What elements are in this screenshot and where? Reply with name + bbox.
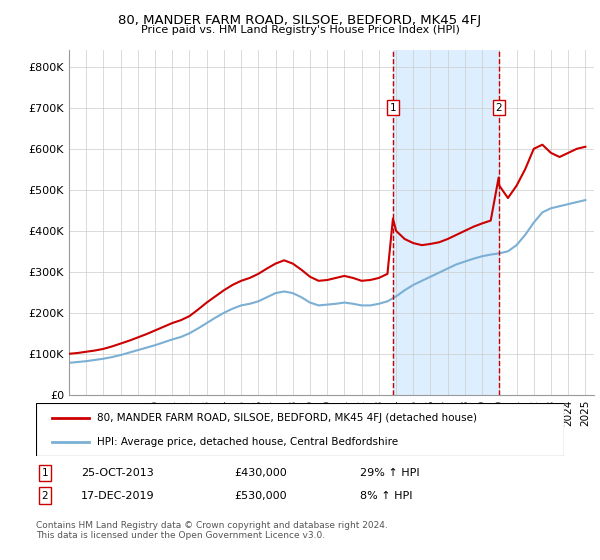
Text: Contains HM Land Registry data © Crown copyright and database right 2024.
This d: Contains HM Land Registry data © Crown c…: [36, 521, 388, 540]
Text: HPI: Average price, detached house, Central Bedfordshire: HPI: Average price, detached house, Cent…: [97, 436, 398, 446]
Text: 25-OCT-2013: 25-OCT-2013: [81, 468, 154, 478]
Text: 2: 2: [41, 491, 49, 501]
FancyBboxPatch shape: [36, 403, 564, 456]
Text: 80, MANDER FARM ROAD, SILSOE, BEDFORD, MK45 4FJ: 80, MANDER FARM ROAD, SILSOE, BEDFORD, M…: [118, 14, 482, 27]
Text: 29% ↑ HPI: 29% ↑ HPI: [360, 468, 419, 478]
Text: Price paid vs. HM Land Registry's House Price Index (HPI): Price paid vs. HM Land Registry's House …: [140, 25, 460, 35]
Text: 1: 1: [389, 103, 396, 113]
Text: £430,000: £430,000: [234, 468, 287, 478]
Text: 17-DEC-2019: 17-DEC-2019: [81, 491, 155, 501]
Text: 80, MANDER FARM ROAD, SILSOE, BEDFORD, MK45 4FJ (detached house): 80, MANDER FARM ROAD, SILSOE, BEDFORD, M…: [97, 413, 477, 423]
Text: 8% ↑ HPI: 8% ↑ HPI: [360, 491, 413, 501]
Text: £530,000: £530,000: [234, 491, 287, 501]
Text: 2: 2: [496, 103, 502, 113]
Bar: [393, 50, 499, 395]
Text: 1: 1: [41, 468, 49, 478]
